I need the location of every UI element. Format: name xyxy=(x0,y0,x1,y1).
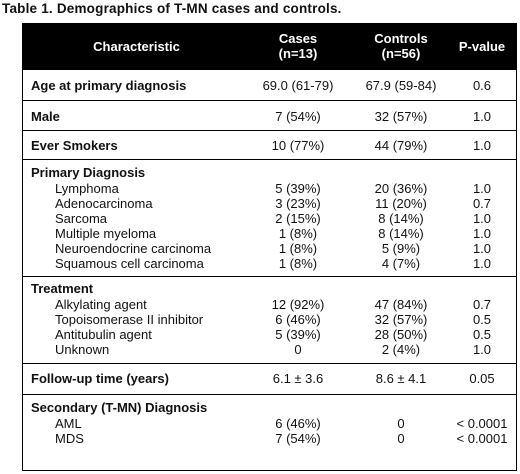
header-cases: Cases (n=13) xyxy=(250,31,346,61)
cases-value: 6.1 ± 3.6 xyxy=(272,371,324,386)
row-label: Multiple myeloma xyxy=(55,226,157,241)
controls-value: 28 (50%) xyxy=(374,327,428,342)
controls-value: 67.9 (59-84) xyxy=(365,78,437,93)
controls-value: 0 xyxy=(397,431,405,446)
demographics-table: Characteristic Cases (n=13) Controls (n=… xyxy=(22,23,517,471)
section-label: Secondary (T-MN) Diagnosis xyxy=(31,400,208,415)
p-value: 0.5 xyxy=(472,312,492,327)
row-divider xyxy=(23,276,516,277)
cases-value: 12 (92%) xyxy=(271,297,325,312)
cases-value: 10 (77%) xyxy=(271,138,325,153)
row-label: Ever Smokers xyxy=(31,138,118,153)
header-controls-n: (n=56) xyxy=(381,46,421,61)
cases-value: 1 (8%) xyxy=(278,256,318,271)
row-divider xyxy=(23,100,516,101)
row-label: Lymphoma xyxy=(55,181,119,196)
p-value: 1.0 xyxy=(472,342,492,357)
cases-value: 1 (8%) xyxy=(278,241,318,256)
header-cases-label: Cases xyxy=(278,31,318,46)
row-divider xyxy=(23,130,516,131)
controls-value: 5 (9%) xyxy=(381,241,421,256)
row-label: Squamous cell carcinoma xyxy=(55,256,204,271)
controls-value: 20 (36%) xyxy=(374,181,428,196)
header-controls: Controls (n=56) xyxy=(353,31,449,61)
row-label: Unknown xyxy=(55,342,110,357)
header-characteristic: Characteristic xyxy=(93,39,180,54)
controls-value: 11 (20%) xyxy=(375,196,427,211)
row-label: AML xyxy=(55,416,82,431)
p-value: < 0.0001 xyxy=(456,416,508,431)
p-value: 1.0 xyxy=(472,138,492,153)
table-caption: Table 1. Demographics of T-MN cases and … xyxy=(2,1,342,16)
controls-value: 2 (4%) xyxy=(381,342,421,357)
p-value: 1.0 xyxy=(472,226,492,241)
row-divider xyxy=(23,363,516,364)
row-label: Follow-up time (years) xyxy=(31,371,169,386)
cases-value: 7 (54%) xyxy=(275,109,321,124)
cases-value: 5 (39%) xyxy=(275,181,321,196)
row-label: Age at primary diagnosis xyxy=(31,78,187,93)
row-label: Antitubulin agent xyxy=(55,327,152,342)
p-value: 1.0 xyxy=(472,211,492,226)
row-label: Adenocarcinoma xyxy=(55,196,153,211)
p-value: 0.6 xyxy=(472,78,492,93)
cases-value: 7 (54%) xyxy=(275,431,321,446)
controls-value: 0 xyxy=(397,416,405,431)
p-value: 1.0 xyxy=(472,241,492,256)
cases-value: 5 (39%) xyxy=(275,327,321,342)
row-divider xyxy=(23,159,516,160)
controls-value: 8 (14%) xyxy=(378,226,424,241)
section-label: Primary Diagnosis xyxy=(31,165,146,180)
controls-value: 47 (84%) xyxy=(374,297,428,312)
row-label: Male xyxy=(31,109,60,124)
row-label: Alkylating agent xyxy=(55,297,147,312)
p-value: 0.5 xyxy=(472,327,492,342)
cases-value: 1 (8%) xyxy=(278,226,318,241)
controls-value: 8.6 ± 4.1 xyxy=(375,371,427,386)
p-value: < 0.0001 xyxy=(456,431,508,446)
controls-value: 4 (7%) xyxy=(381,256,421,271)
table-header: Characteristic Cases (n=13) Controls (n=… xyxy=(23,24,516,70)
row-divider xyxy=(23,394,516,395)
p-value: 0.7 xyxy=(472,297,492,312)
controls-value: 44 (79%) xyxy=(374,138,428,153)
row-label: MDS xyxy=(55,431,84,446)
cases-value: 2 (15%) xyxy=(275,211,321,226)
cases-value: 6 (46%) xyxy=(275,312,321,327)
header-cases-n: (n=13) xyxy=(278,46,318,61)
p-value: 0.05 xyxy=(469,371,495,386)
controls-value: 32 (57%) xyxy=(374,312,428,327)
cases-value: 0 xyxy=(294,342,302,357)
p-value: 0.7 xyxy=(472,196,492,211)
controls-value: 32 (57%) xyxy=(374,109,428,124)
cases-value: 69.0 (61-79) xyxy=(262,78,334,93)
section-label: Treatment xyxy=(31,281,94,296)
p-value: 1.0 xyxy=(472,109,492,124)
row-label: Topoisomerase II inhibitor xyxy=(55,312,204,327)
cases-value: 3 (23%) xyxy=(275,196,321,211)
row-label: Neuroendocrine carcinoma xyxy=(55,241,212,256)
cases-value: 6 (46%) xyxy=(275,416,321,431)
controls-value: 8 (14%) xyxy=(378,211,424,226)
p-value: 1.0 xyxy=(472,256,492,271)
header-controls-label: Controls xyxy=(374,31,428,46)
header-pvalue: P-value xyxy=(458,39,506,54)
row-label: Sarcoma xyxy=(55,211,108,226)
p-value: 1.0 xyxy=(472,181,492,196)
